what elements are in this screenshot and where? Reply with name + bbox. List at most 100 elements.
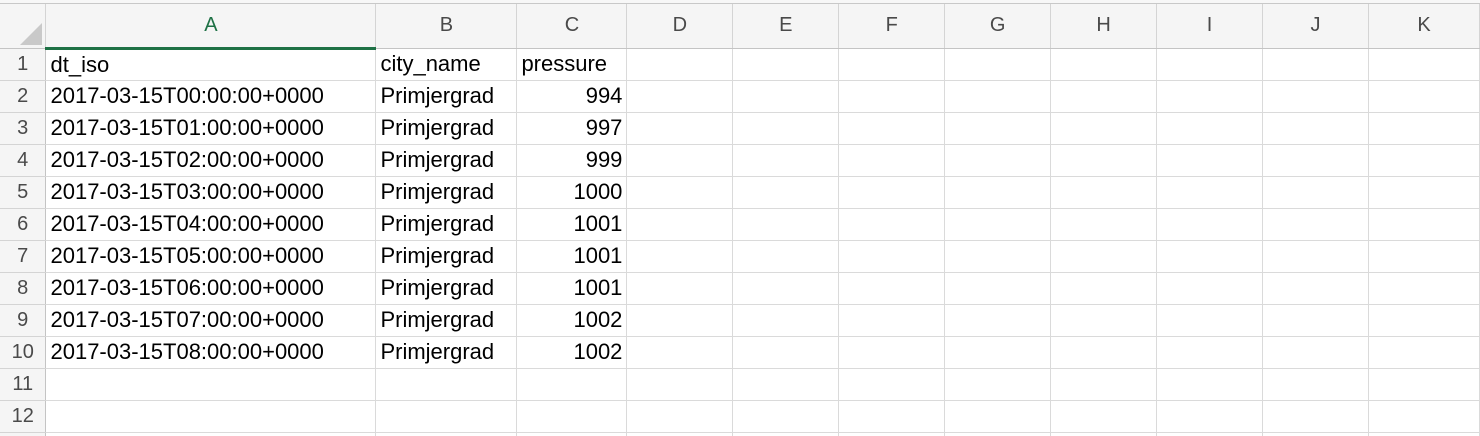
cell-i5[interactable] — [1156, 176, 1264, 209]
cell-f2[interactable] — [838, 80, 946, 113]
cell-j3[interactable] — [1262, 112, 1369, 145]
cell-g2[interactable] — [944, 80, 1052, 113]
row-header[interactable]: 5 — [0, 176, 47, 209]
cell-h12[interactable] — [1050, 400, 1158, 433]
cell-a2[interactable]: 2017-03-15T00:00:00+0000 — [45, 80, 377, 113]
cell-i13[interactable] — [1156, 432, 1264, 436]
cell-d6[interactable] — [626, 208, 734, 241]
cell-a8[interactable]: 2017-03-15T06:00:00+0000 — [45, 272, 377, 305]
cell-k3[interactable] — [1368, 112, 1480, 145]
column-header-b[interactable]: B — [375, 4, 518, 49]
cell-a4[interactable]: 2017-03-15T02:00:00+0000 — [45, 144, 377, 177]
cell-a13[interactable] — [45, 432, 377, 436]
select-all-corner[interactable] — [0, 4, 47, 49]
cell-e13[interactable] — [732, 432, 840, 436]
cell-a3[interactable]: 2017-03-15T01:00:00+0000 — [45, 112, 377, 145]
cell-j13[interactable] — [1262, 432, 1369, 436]
column-header-k[interactable]: K — [1368, 4, 1480, 49]
cell-b5[interactable]: Primjergrad — [375, 176, 518, 209]
cell-e4[interactable] — [732, 144, 840, 177]
cell-j7[interactable] — [1262, 240, 1369, 273]
row-header[interactable]: 4 — [0, 144, 47, 177]
cell-k8[interactable] — [1368, 272, 1480, 305]
cell-i1[interactable] — [1156, 48, 1264, 81]
cell-b8[interactable]: Primjergrad — [375, 272, 518, 305]
cell-g10[interactable] — [944, 336, 1052, 369]
cell-i6[interactable] — [1156, 208, 1264, 241]
cell-d4[interactable] — [626, 144, 734, 177]
cell-a1[interactable]: dt_iso — [45, 48, 377, 81]
row-header[interactable]: 8 — [0, 272, 47, 305]
cell-d1[interactable] — [626, 48, 734, 81]
cell-c13[interactable] — [516, 432, 628, 436]
cell-f6[interactable] — [838, 208, 946, 241]
cell-e11[interactable] — [732, 368, 840, 401]
cell-k4[interactable] — [1368, 144, 1480, 177]
cell-i12[interactable] — [1156, 400, 1264, 433]
cell-g13[interactable] — [944, 432, 1052, 436]
cell-f10[interactable] — [838, 336, 946, 369]
cell-h13[interactable] — [1050, 432, 1158, 436]
cell-d10[interactable] — [626, 336, 734, 369]
cell-e1[interactable] — [732, 48, 840, 81]
cell-e3[interactable] — [732, 112, 840, 145]
cell-a5[interactable]: 2017-03-15T03:00:00+0000 — [45, 176, 377, 209]
cell-i7[interactable] — [1156, 240, 1264, 273]
cell-h11[interactable] — [1050, 368, 1158, 401]
cell-f12[interactable] — [838, 400, 946, 433]
column-header-g[interactable]: G — [944, 4, 1052, 49]
row-header[interactable]: 10 — [0, 336, 47, 369]
cell-g5[interactable] — [944, 176, 1052, 209]
cell-g4[interactable] — [944, 144, 1052, 177]
cell-g1[interactable] — [944, 48, 1052, 81]
cell-f4[interactable] — [838, 144, 946, 177]
cell-b7[interactable]: Primjergrad — [375, 240, 518, 273]
cell-c1[interactable]: pressure — [516, 48, 628, 81]
cell-i3[interactable] — [1156, 112, 1264, 145]
row-header[interactable]: 11 — [0, 368, 47, 401]
cell-j12[interactable] — [1262, 400, 1369, 433]
cell-d2[interactable] — [626, 80, 734, 113]
cell-f13[interactable] — [838, 432, 946, 436]
cell-a11[interactable] — [45, 368, 377, 401]
cell-h3[interactable] — [1050, 112, 1158, 145]
cell-k12[interactable] — [1368, 400, 1480, 433]
cell-f5[interactable] — [838, 176, 946, 209]
cell-c4[interactable]: 999 — [516, 144, 628, 177]
cell-i10[interactable] — [1156, 336, 1264, 369]
cell-b9[interactable]: Primjergrad — [375, 304, 518, 337]
cell-b2[interactable]: Primjergrad — [375, 80, 518, 113]
cell-i8[interactable] — [1156, 272, 1264, 305]
cell-k13[interactable] — [1368, 432, 1480, 436]
cell-k11[interactable] — [1368, 368, 1480, 401]
column-header-i[interactable]: I — [1156, 4, 1264, 49]
cell-b4[interactable]: Primjergrad — [375, 144, 518, 177]
cell-f9[interactable] — [838, 304, 946, 337]
cell-j6[interactable] — [1262, 208, 1369, 241]
cell-b10[interactable]: Primjergrad — [375, 336, 518, 369]
cell-a12[interactable] — [45, 400, 377, 433]
cell-f7[interactable] — [838, 240, 946, 273]
cell-h8[interactable] — [1050, 272, 1158, 305]
cell-h1[interactable] — [1050, 48, 1158, 81]
cell-b11[interactable] — [375, 368, 518, 401]
cell-j10[interactable] — [1262, 336, 1369, 369]
row-header[interactable]: 12 — [0, 400, 47, 433]
cell-e7[interactable] — [732, 240, 840, 273]
cell-k9[interactable] — [1368, 304, 1480, 337]
cell-c11[interactable] — [516, 368, 628, 401]
cell-k10[interactable] — [1368, 336, 1480, 369]
cell-e10[interactable] — [732, 336, 840, 369]
cell-b6[interactable]: Primjergrad — [375, 208, 518, 241]
cell-f8[interactable] — [838, 272, 946, 305]
cell-e2[interactable] — [732, 80, 840, 113]
cell-c12[interactable] — [516, 400, 628, 433]
cell-i11[interactable] — [1156, 368, 1264, 401]
cell-k7[interactable] — [1368, 240, 1480, 273]
cell-d3[interactable] — [626, 112, 734, 145]
cell-e9[interactable] — [732, 304, 840, 337]
cell-b12[interactable] — [375, 400, 518, 433]
cell-i2[interactable] — [1156, 80, 1264, 113]
cell-d8[interactable] — [626, 272, 734, 305]
column-header-a[interactable]: A — [45, 4, 377, 50]
